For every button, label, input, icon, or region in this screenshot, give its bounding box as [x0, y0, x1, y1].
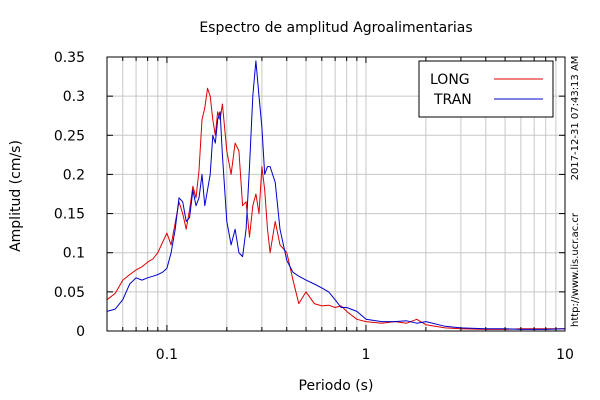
x-axis-label: Periodo (s)	[299, 378, 374, 394]
series-line-tran	[106, 60, 566, 330]
y-tick-label: 0	[76, 324, 85, 340]
y-tick-label: 0.35	[54, 50, 85, 66]
x-tick-label: 1	[361, 347, 370, 363]
series-line-long	[106, 87, 565, 330]
x-tick-label: 0.1	[156, 347, 178, 363]
x-tick-label: 10	[556, 347, 574, 363]
y-tick-label: 0.1	[63, 246, 85, 262]
source-url-label: http://www.lis.ucr.ac.cr	[570, 212, 581, 327]
y-tick-label: 0.25	[54, 128, 85, 144]
y-tick-label: 0.05	[54, 285, 85, 301]
y-tick-label: 0.3	[63, 89, 85, 105]
series-lines	[106, 60, 566, 330]
legend-label-tran: TRAN	[433, 92, 472, 108]
plot-frame	[106, 56, 566, 332]
legend: LONG TRAN	[418, 60, 554, 118]
axes: 0 0.05 0.1 0.15 0.2 0.25 0.3 0.35 0.1 1 10	[54, 50, 574, 363]
timestamp-label: 2017-12-31 07:43:13 AM	[570, 56, 581, 181]
chart-title: Espectro de amplitud Agroalimentarias	[199, 20, 472, 36]
y-tick-label: 0.2	[63, 167, 85, 183]
y-axis-label: Amplitud (cm/s)	[8, 140, 24, 252]
legend-label-long: LONG	[430, 72, 470, 88]
legend-box	[418, 60, 554, 118]
y-tick-label: 0.15	[54, 207, 85, 223]
